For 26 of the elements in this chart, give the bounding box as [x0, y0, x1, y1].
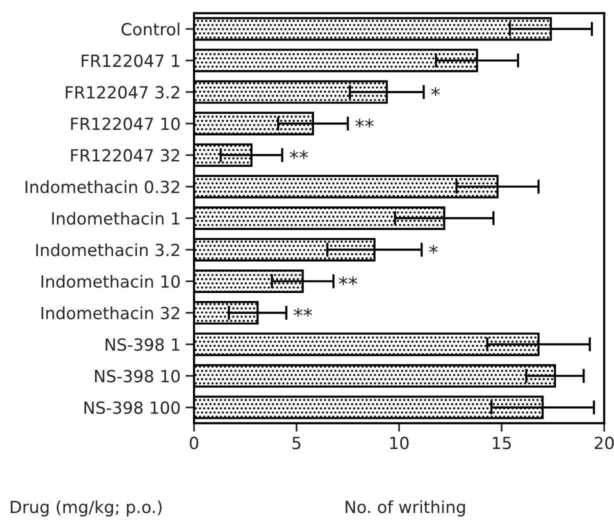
x-tick-label: 20	[594, 436, 614, 450]
x-tick-label: 15	[492, 436, 511, 450]
annotation: **	[338, 276, 358, 286]
annotation: **	[355, 118, 374, 128]
x-axis-title: No. of writhing	[346, 500, 465, 516]
x-tick-label: 10	[390, 436, 409, 450]
y-tick-label: FR122047 1	[82, 54, 180, 68]
annotation: **	[294, 308, 312, 317]
y-tick-label: Indomethacin 3.2	[36, 243, 180, 256]
y-tick-label: Indomethacin 10	[42, 274, 180, 288]
y-tick-label: FR122047 10	[71, 118, 180, 130]
y-tick-label: NS-398 1	[106, 338, 180, 351]
annotation: *	[431, 87, 440, 96]
y-tick-label: FR122047 32	[71, 149, 180, 162]
y-tick-label: FR122047 3.2	[66, 86, 180, 99]
y-tick-label: NS-398 100	[84, 401, 180, 414]
y-tick-label: Indomethacin 1	[52, 212, 180, 225]
y-tick-label: Indomethacin 32	[42, 306, 180, 320]
y-tick-label: NS-398 10	[95, 370, 180, 382]
x-tick-label: 5	[292, 436, 300, 450]
y-axis-title: Drug (mg/kg; p.o.)	[10, 500, 162, 516]
y-tick-label: Indomethacin 0.32	[26, 180, 180, 194]
annotation: **	[290, 150, 308, 160]
y-tick-label: Control	[122, 22, 180, 36]
x-tick-label: 0	[190, 436, 198, 450]
annotation: *	[429, 244, 438, 254]
